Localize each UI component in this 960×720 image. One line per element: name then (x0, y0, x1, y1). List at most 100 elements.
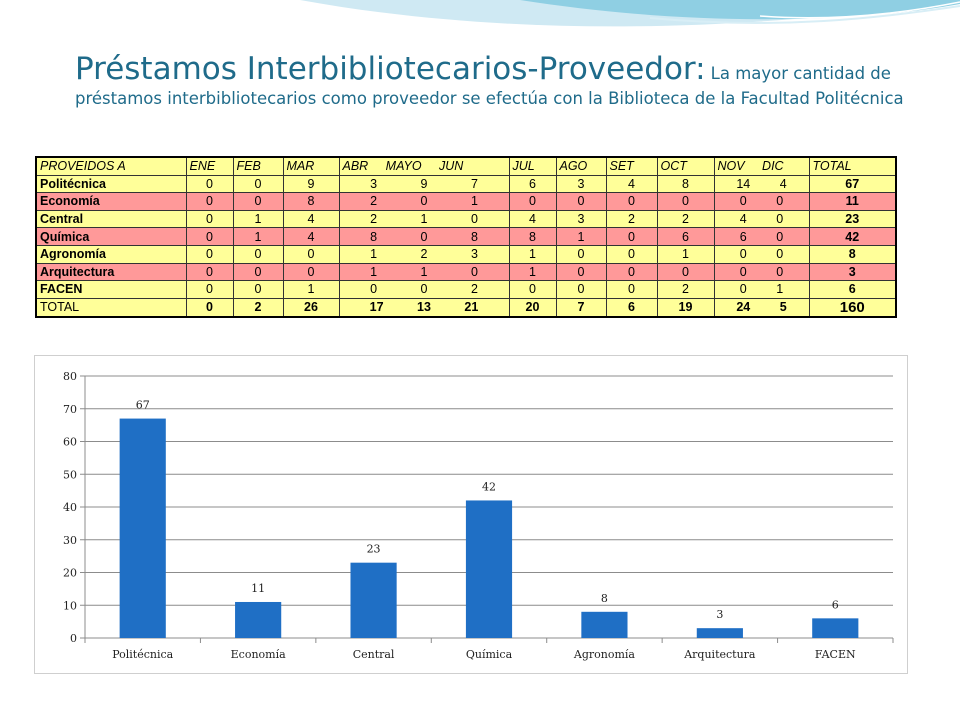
table-cell: 6 (605, 297, 658, 318)
table-cell: 0 (185, 280, 234, 299)
table-cell: 4 0 (713, 209, 810, 229)
table-cell-total: 23 (808, 209, 897, 229)
table-cell-total: 6 (808, 280, 897, 299)
table-cell: 2 0 1 (338, 192, 510, 211)
table-cell: 2 (656, 209, 715, 229)
table-cell: 3 (555, 174, 607, 194)
table-cell: 0 (232, 244, 284, 264)
table-cell: 0 (185, 262, 234, 282)
table-cell: 9 (282, 174, 340, 194)
table-cell: 0 0 (713, 192, 810, 211)
table-cell: 8 (508, 227, 557, 246)
table-cell: 0 (555, 192, 607, 211)
table-cell: 1 2 3 (338, 244, 510, 264)
x-tick-label: Politécnica (112, 648, 173, 661)
table-cell: 1 (282, 280, 340, 299)
table-header-cell: NOV DIC (713, 156, 810, 176)
y-tick-label: 30 (63, 534, 77, 547)
table-cell: 6 (508, 174, 557, 194)
table-cell: 0 (508, 280, 557, 299)
table-cell: 0 (232, 262, 284, 282)
table-cell: 0 (605, 280, 658, 299)
data-label: 11 (251, 582, 265, 595)
table-cell: 0 (185, 244, 234, 264)
bar (812, 618, 859, 638)
table-row: Agronomía 0 0 0 1 2 3 1 0 0 1 0 0 8 (35, 244, 897, 264)
row-label: TOTAL (35, 297, 187, 318)
table-cell: 1 (508, 244, 557, 264)
table-cell: 6 0 (713, 227, 810, 246)
table-header-cell: MAR (282, 156, 340, 176)
data-label: 23 (367, 543, 381, 556)
table-cell: 8 0 8 (338, 227, 510, 246)
table-cell-total: 67 (808, 174, 897, 194)
bar-chart-svg: 0 10 20 30 40 50 60 70 80 67 Politécnica 11 Economía… (63, 370, 894, 661)
table-cell: 0 (605, 192, 658, 211)
table-row: Central 0 1 4 2 1 0 4 3 2 2 4 0 23 (35, 209, 897, 229)
bar (235, 601, 282, 638)
x-tick-label: Economía (231, 648, 286, 661)
table-cell: 4 (508, 209, 557, 229)
header-wave-decoration (300, 0, 960, 27)
table-cell-total: 3 (808, 262, 897, 282)
table-row: Economía 0 0 8 2 0 1 0 0 0 0 0 0 11 (35, 192, 897, 211)
table-cell: 0 0 (713, 262, 810, 282)
table-header-cell: FEB (232, 156, 284, 176)
x-tick-label: Central (353, 648, 395, 661)
table-cell: 0 (605, 262, 658, 282)
table-cell: 0 (555, 262, 607, 282)
data-label: 3 (716, 608, 723, 621)
table-cell: 3 9 7 (338, 174, 510, 194)
table-header-cell: JUL (508, 156, 557, 176)
table-header-cell: TOTAL (808, 156, 897, 176)
table-total-row: TOTAL 0 2 26 17 13 21 20 7 6 19 24 5 160 (35, 297, 897, 318)
table-cell: 2 (656, 280, 715, 299)
table-cell: 0 (605, 244, 658, 264)
table-row: Arquitectura 0 0 0 1 1 0 1 0 0 0 0 0 3 (35, 262, 897, 282)
table-cell: 1 (232, 209, 284, 229)
table-cell: 0 0 (713, 244, 810, 264)
table-cell: 24 5 (713, 297, 810, 318)
table-header-cell: ENE (185, 156, 234, 176)
table-cell: 1 (508, 262, 557, 282)
y-tick-label: 80 (63, 370, 77, 383)
table-header-cell: ABR MAYO JUN (338, 156, 510, 176)
row-label: Central (35, 209, 187, 229)
row-label: FACEN (35, 280, 187, 299)
bar (696, 628, 743, 638)
table-cell: 3 (555, 209, 607, 229)
table-cell: 1 1 0 (338, 262, 510, 282)
table-cell: 20 (508, 297, 557, 318)
table-cell: 8 (656, 174, 715, 194)
table-cell: 0 (185, 209, 234, 229)
y-tick-label: 0 (70, 632, 77, 645)
table-cell: 7 (555, 297, 607, 318)
table-cell: 0 (185, 227, 234, 246)
table-cell: 1 (232, 227, 284, 246)
table-cell-total: 160 (808, 297, 897, 318)
y-tick-label: 70 (63, 403, 77, 416)
table-cell: 2 1 0 (338, 209, 510, 229)
table-cell: 4 (282, 227, 340, 246)
row-label: Politécnica (35, 174, 187, 194)
loans-table: PROVEIDOS A ENE FEB MAR ABR MAYO JUN JUL… (35, 156, 897, 318)
slide-title: Préstamos Interbibliotecarios-Proveedor:… (75, 50, 935, 109)
table-cell: 0 1 (713, 280, 810, 299)
table-row: Química 0 1 4 8 0 8 8 1 0 6 6 0 42 (35, 227, 897, 246)
table-cell: 0 (232, 174, 284, 194)
table-cell: 0 (656, 262, 715, 282)
table-cell: 0 (185, 297, 234, 318)
y-tick-label: 10 (63, 599, 77, 612)
table-cell: 6 (656, 227, 715, 246)
table-header-cell: AGO (555, 156, 607, 176)
table-row: Politécnica 0 0 9 3 9 7 6 3 4 8 14 4 67 (35, 174, 897, 194)
bar (119, 418, 166, 638)
table-cell: 0 0 2 (338, 280, 510, 299)
table-cell: 8 (282, 192, 340, 211)
table-cell: 0 (185, 174, 234, 194)
table-header-cell: SET (605, 156, 658, 176)
bar (350, 562, 397, 638)
row-label: Agronomía (35, 244, 187, 264)
bar (465, 500, 513, 638)
table-cell: 0 (232, 192, 284, 211)
